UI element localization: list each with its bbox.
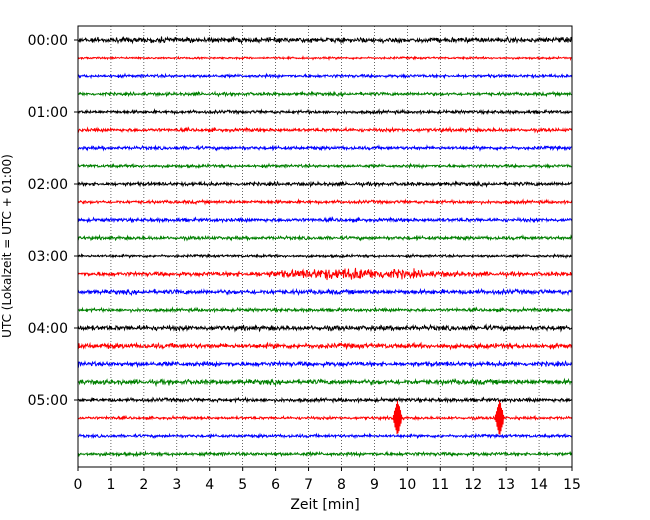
trace-line [77, 234, 573, 242]
x-tick-label: 0 [74, 477, 83, 493]
x-tick-label: 4 [205, 477, 214, 493]
plot-frame [77, 25, 573, 468]
x-axis-label: Zeit [min] [290, 497, 359, 513]
trace-line [77, 359, 573, 369]
y-tick-label: 03:00 [28, 249, 68, 265]
trace-line [77, 400, 573, 435]
trace-line [77, 55, 573, 61]
trace-line [77, 450, 573, 458]
y-tick-label: 00:00 [28, 33, 68, 49]
x-tick-label: 12 [464, 477, 482, 493]
trace-line [77, 162, 573, 170]
trace-line [77, 432, 573, 440]
y-tick-label: 05:00 [28, 393, 68, 409]
x-tick-label: 1 [106, 477, 115, 493]
trace-line [77, 323, 573, 333]
x-tick-label: 13 [497, 477, 515, 493]
x-tick-label: 7 [304, 477, 313, 493]
y-tick-label: 02:00 [28, 177, 68, 193]
trace-line [77, 35, 573, 45]
x-tick-label: 2 [139, 477, 148, 493]
trace-line [77, 108, 573, 116]
x-tick-label: 10 [398, 477, 416, 493]
y-tick-label: 04:00 [28, 321, 68, 337]
x-tick-label: 14 [530, 477, 548, 493]
y-axis: 00:00 01:00 02:00 03:00 04:00 05:00 [28, 33, 78, 409]
trace-line [77, 72, 573, 80]
y-axis-label: UTC (Lokalzeit = UTC + 01:00) [0, 154, 14, 338]
x-tick-label: 15 [563, 477, 581, 493]
x-tick-label: 3 [172, 477, 181, 493]
trace-line [77, 267, 573, 281]
trace-line [77, 377, 573, 388]
x-tick-label: 5 [238, 477, 247, 493]
trace-line [77, 252, 573, 260]
trace-line [77, 198, 572, 206]
x-tick-label: 11 [431, 477, 449, 493]
trace-line [77, 341, 573, 351]
trace-line [77, 126, 573, 134]
trace-line [77, 90, 573, 98]
trace-line [77, 180, 573, 188]
x-axis: 0 1 2 3 4 5 6 7 8 9 10 11 12 13 14 15 [74, 467, 581, 493]
trace-line [78, 306, 573, 314]
trace-line [77, 144, 572, 152]
y-tick-label: 01:00 [28, 105, 68, 121]
trace-line [77, 287, 573, 297]
x-tick-label: 8 [337, 477, 346, 493]
trace-line [77, 216, 573, 224]
traces-group [77, 35, 573, 458]
x-tick-label: 6 [271, 477, 280, 493]
x-tick-label: 9 [370, 477, 379, 493]
trace-line [77, 396, 573, 404]
